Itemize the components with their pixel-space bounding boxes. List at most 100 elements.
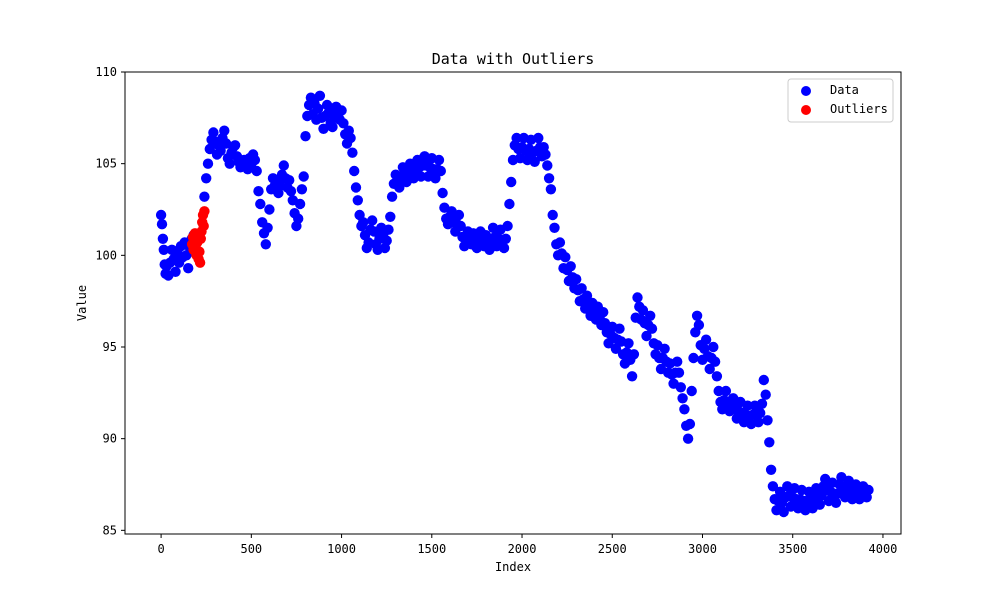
data-point [863, 484, 874, 496]
y-tick-label: 110 [95, 65, 117, 79]
data-point [672, 356, 683, 367]
data-point [260, 239, 271, 250]
x-tick-label: 4000 [869, 542, 898, 556]
data-point [758, 374, 769, 386]
legend-label-data: Data [830, 83, 859, 97]
data-point [691, 310, 703, 321]
data-point [296, 184, 308, 195]
data-point [224, 158, 235, 169]
legend-label-outliers: Outliers [830, 102, 888, 116]
data-point [614, 323, 625, 334]
data-point [547, 209, 558, 221]
data-point [637, 305, 649, 316]
data-point [641, 330, 652, 342]
data-point [645, 310, 656, 321]
data-point [249, 154, 261, 166]
data-point [350, 182, 362, 193]
data-point [415, 171, 427, 182]
data-point [708, 341, 719, 353]
data-point [581, 290, 593, 301]
chart-title: Data with Outliers [432, 50, 595, 68]
data-point [576, 283, 587, 294]
data-point [675, 382, 686, 393]
outliers-point [199, 206, 210, 217]
data-point [543, 173, 555, 184]
data-point [778, 506, 789, 518]
data-point [255, 198, 266, 210]
data-point [542, 160, 553, 171]
data-point [157, 233, 169, 244]
legend-box [787, 78, 894, 123]
data-point [219, 125, 230, 136]
y-tick-label: 95 [103, 340, 117, 354]
data-point [686, 385, 697, 397]
data-point [549, 222, 560, 233]
data-point [183, 263, 194, 274]
series-data [155, 90, 874, 518]
data-point [352, 195, 363, 206]
outliers-point [194, 257, 206, 268]
data-point [511, 132, 522, 144]
x-tick-label: 0 [157, 542, 164, 556]
data-point [700, 334, 712, 345]
data-point [327, 121, 338, 133]
x-tick-label: 1000 [327, 542, 356, 556]
data-point [498, 242, 510, 254]
data-point [215, 145, 226, 156]
data-point [628, 349, 640, 360]
data-point [318, 123, 329, 134]
data-point [156, 219, 168, 230]
data-point [264, 204, 275, 215]
data-point [682, 433, 694, 444]
data-point [358, 217, 369, 228]
data-point [204, 143, 215, 155]
data-point [764, 437, 775, 448]
legend-marker-outliers [801, 105, 811, 115]
data-point [560, 252, 571, 263]
data-point [610, 343, 622, 354]
data-point [632, 292, 643, 303]
data-point [659, 343, 670, 354]
data-point [626, 371, 638, 382]
legend-marker-data [801, 86, 811, 96]
data-point [709, 356, 721, 367]
data-point [753, 417, 764, 428]
data-point [554, 237, 566, 248]
data-point [349, 165, 360, 177]
data-point [251, 165, 262, 177]
data-point [430, 173, 441, 184]
x-tick-label: 2000 [508, 542, 537, 556]
data-point [158, 244, 169, 255]
data-point [208, 127, 219, 138]
data-point [284, 175, 295, 186]
x-axis-label: Index [495, 560, 531, 574]
data-point [646, 323, 658, 334]
data-point [155, 209, 167, 221]
data-point [529, 156, 540, 167]
data-point [437, 187, 448, 199]
y-tick-label: 90 [103, 432, 117, 446]
data-point [298, 171, 309, 182]
data-point [383, 224, 394, 235]
data-point [293, 213, 304, 224]
data-point [677, 393, 688, 404]
data-point [381, 235, 392, 246]
data-point [502, 220, 513, 232]
data-point [679, 404, 690, 415]
legend: Data Outliers [787, 78, 894, 123]
data-point [711, 371, 723, 382]
y-axis-label: Value [75, 285, 89, 321]
data-point [623, 338, 634, 349]
data-point [765, 464, 777, 475]
x-tick-label: 3500 [778, 542, 807, 556]
data-point [229, 140, 241, 151]
plot-frame [124, 71, 902, 535]
data-point [435, 165, 446, 177]
data-point [202, 158, 214, 169]
data-point [742, 400, 753, 411]
data-point [720, 385, 732, 397]
data-point [767, 481, 779, 492]
data-point [693, 319, 705, 331]
data-point [336, 105, 347, 116]
plot-marks [155, 90, 874, 518]
